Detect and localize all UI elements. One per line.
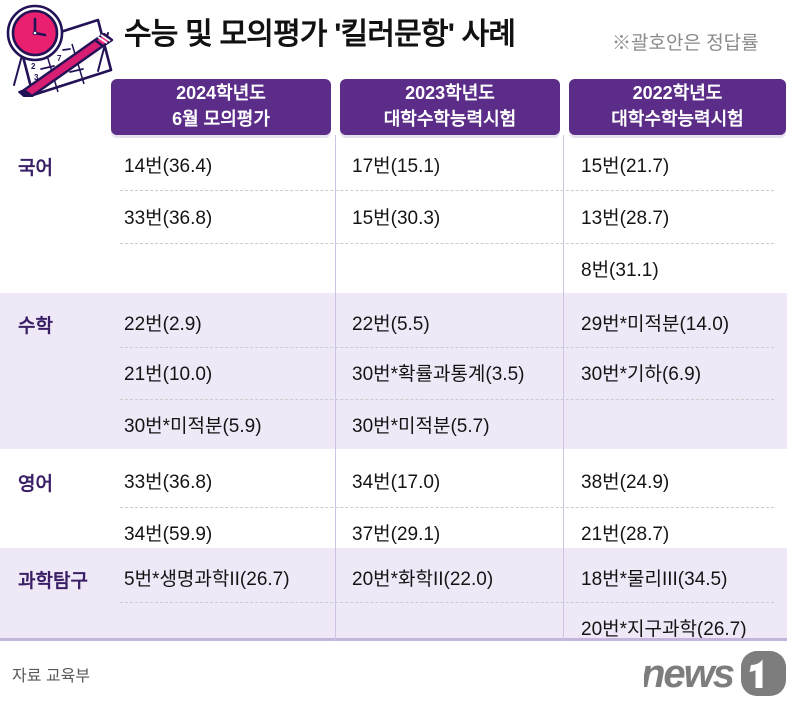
svg-text:7: 7 [57, 54, 62, 63]
svg-text:news: news [644, 652, 734, 696]
svg-text:2: 2 [31, 62, 36, 71]
